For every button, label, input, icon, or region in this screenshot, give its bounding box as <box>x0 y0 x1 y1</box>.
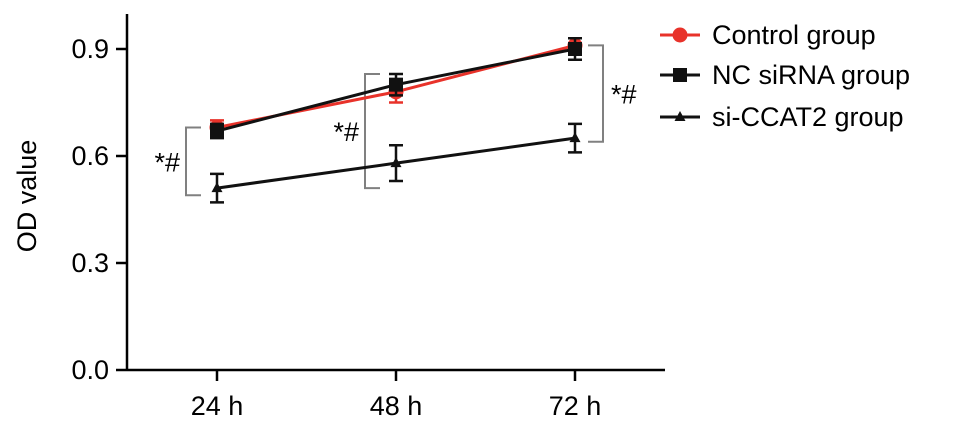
y-tick-label: 0.0 <box>71 355 109 385</box>
significance-bracket <box>185 126 201 197</box>
legend-label: Control group <box>712 20 876 50</box>
y-tick-label: 0.9 <box>71 34 109 64</box>
significance-label: *# <box>154 147 180 177</box>
data-point-square <box>673 68 687 82</box>
x-tick-label: 24 h <box>191 391 244 421</box>
legend-item: Control group <box>660 20 876 50</box>
significance-label: *# <box>611 80 637 110</box>
legend-item: si-CCAT2 group <box>660 102 904 132</box>
legend-label: NC siRNA group <box>712 60 910 90</box>
legend-label: si-CCAT2 group <box>712 102 904 132</box>
y-tick-label: 0.3 <box>71 248 109 278</box>
y-ticks: 0.0 0.3 0.6 0.9 <box>71 34 127 385</box>
series-si-ccat2-group <box>210 122 582 204</box>
series-nc-sirna-group <box>210 37 582 140</box>
axes: OD value <box>12 14 665 372</box>
x-tick-label: 72 h <box>549 391 602 421</box>
data-point-triangle <box>390 157 402 168</box>
legend: Control group NC siRNA group si-CCAT2 grou… <box>660 20 910 132</box>
significance-label: *# <box>333 117 359 147</box>
data-point-square <box>389 77 403 92</box>
data-point-square <box>210 124 224 139</box>
significance-bracket <box>588 44 604 143</box>
data-point-triangle <box>211 182 223 193</box>
y-tick-label: 0.6 <box>71 141 109 171</box>
x-ticks: 24 h 48 h 72 h <box>191 370 602 421</box>
significance-brackets: *# *# *# <box>154 44 637 197</box>
y-axis-title: OD value <box>12 140 42 253</box>
x-tick-label: 48 h <box>370 391 423 421</box>
significance-bracket <box>364 72 380 190</box>
data-point-square <box>568 42 582 56</box>
series-layer <box>209 37 583 204</box>
data-point-circle <box>672 27 688 43</box>
data-point-triangle <box>569 132 581 143</box>
legend-item: NC siRNA group <box>660 60 910 90</box>
data-point-triangle <box>674 111 686 121</box>
